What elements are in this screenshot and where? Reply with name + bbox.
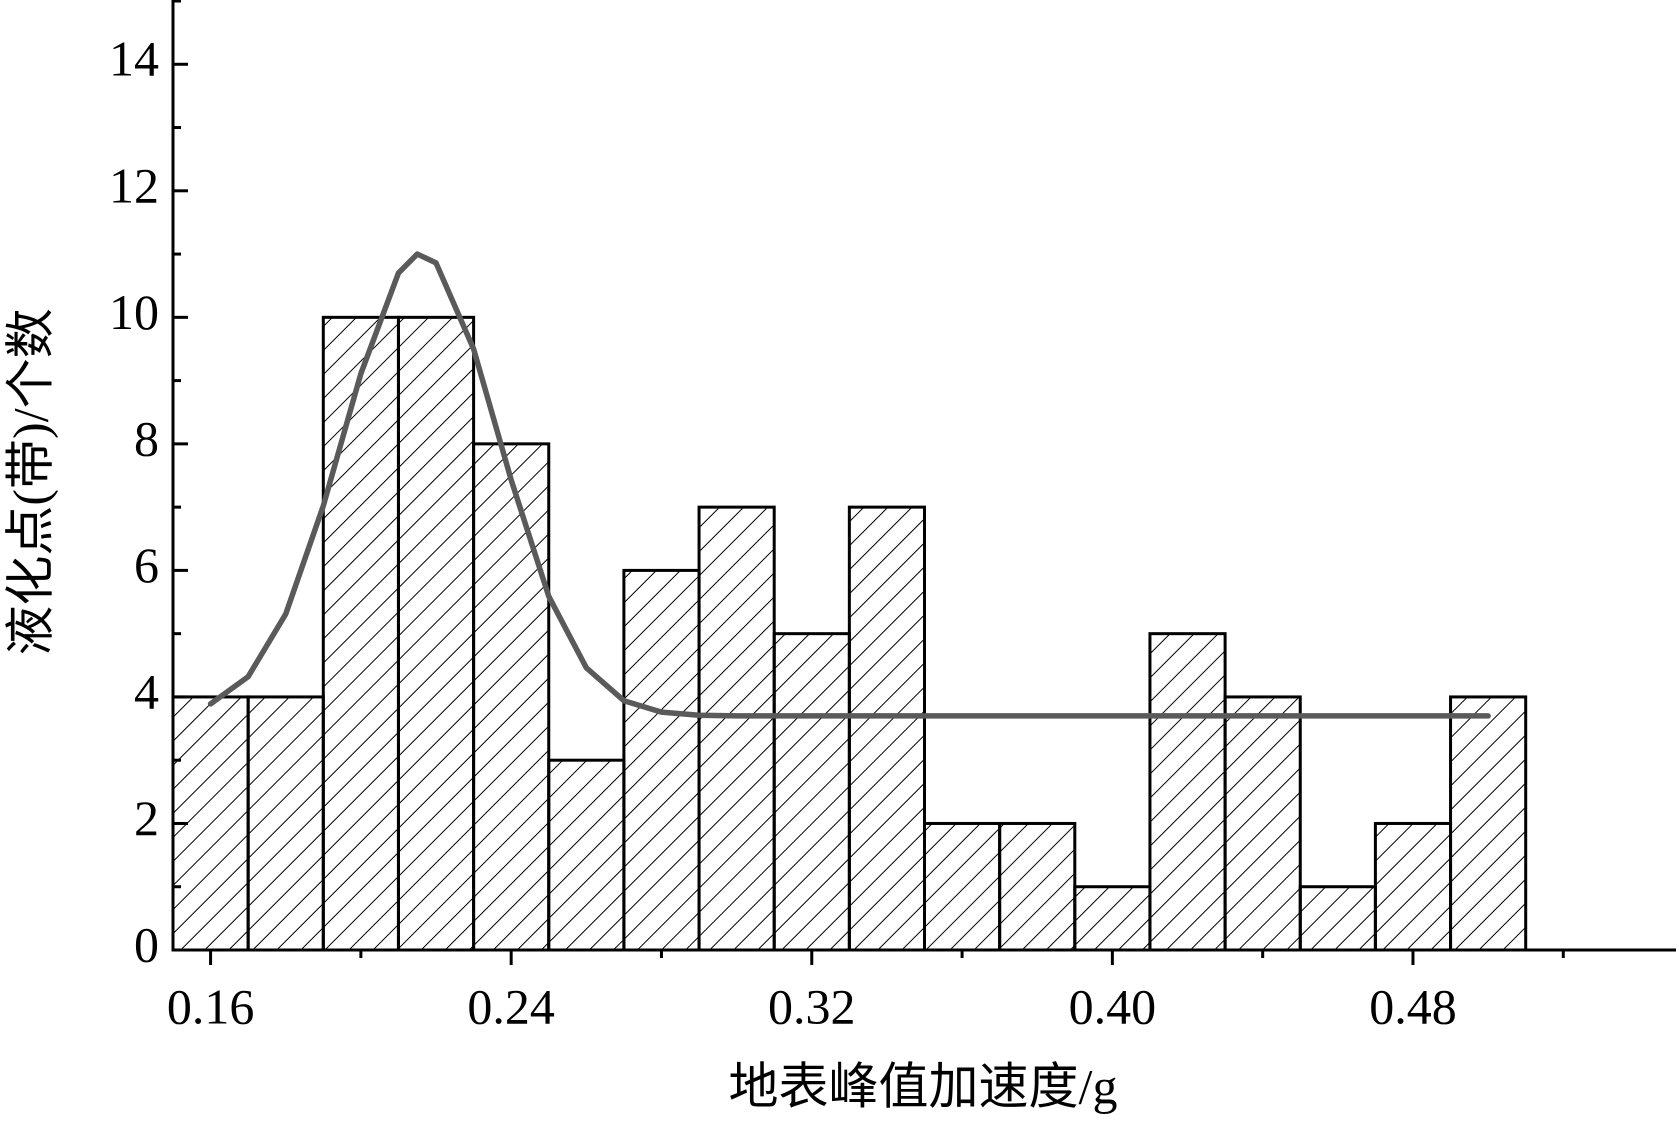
x-tick-label: 0.32 bbox=[768, 978, 856, 1034]
bar bbox=[1298, 885, 1377, 952]
x-axis-label: 地表峰值加速度/g bbox=[729, 1058, 1118, 1114]
x-tick-label: 0.24 bbox=[467, 978, 555, 1034]
bar bbox=[1373, 821, 1453, 952]
bar bbox=[998, 821, 1077, 952]
x-tick-label: 0.16 bbox=[167, 978, 255, 1034]
x-tick-label: 0.48 bbox=[1369, 978, 1457, 1034]
y-tick-label: 6 bbox=[134, 537, 159, 593]
bar bbox=[1148, 632, 1227, 952]
y-tick-label: 2 bbox=[134, 790, 159, 846]
y-tick-label: 12 bbox=[109, 157, 159, 213]
y-axis-label: 液化点(带)/个数 bbox=[2, 308, 58, 655]
y-tick-label: 0 bbox=[134, 916, 159, 972]
y-tick-label: 8 bbox=[134, 410, 159, 466]
bar bbox=[472, 442, 551, 952]
bar bbox=[396, 315, 476, 952]
bar bbox=[321, 315, 400, 952]
bar bbox=[1223, 695, 1302, 952]
x-tick-label: 0.40 bbox=[1069, 978, 1157, 1034]
bar bbox=[622, 568, 701, 952]
y-tick-label: 14 bbox=[109, 31, 159, 87]
bar bbox=[1449, 695, 1528, 952]
bar bbox=[1073, 885, 1152, 952]
bar bbox=[246, 695, 325, 952]
bar bbox=[772, 632, 851, 952]
bar bbox=[547, 758, 626, 952]
bar bbox=[847, 505, 926, 952]
y-tick-label: 10 bbox=[109, 284, 159, 340]
fit-curve bbox=[207, 251, 1491, 719]
bar bbox=[923, 821, 1002, 952]
bar bbox=[697, 505, 776, 952]
y-tick-label: 4 bbox=[134, 663, 159, 719]
